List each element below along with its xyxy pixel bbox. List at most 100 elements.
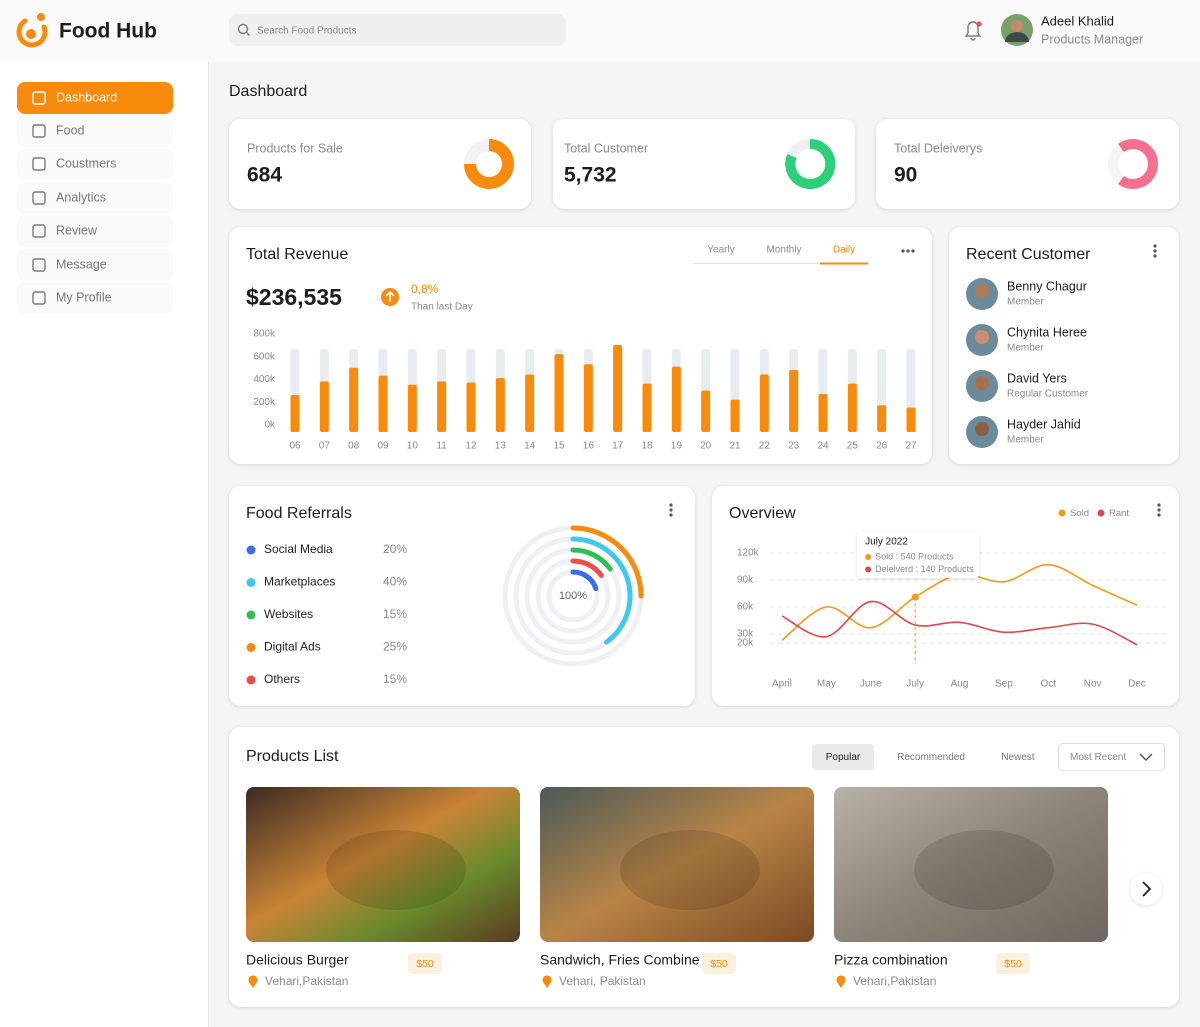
x-tick-label: 06 [289,441,301,452]
product-image[interactable] [540,787,814,942]
revenue-tab[interactable]: Monthly [766,245,801,256]
stat-value: 90 [894,164,917,187]
price-badge [702,953,736,974]
bar [789,369,799,432]
recent-customer-card [949,227,1179,464]
tooltip-dot [865,554,872,560]
y-tick-label: 400k [253,374,276,385]
search-placeholder: Search Food Products [257,26,357,37]
nav-label: Food [56,123,85,137]
product-tab[interactable] [812,744,874,770]
customer-role: Member [1007,297,1044,308]
stat-value: 684 [247,164,282,187]
next-button[interactable] [1130,873,1162,905]
dropdown-arrow [1139,753,1153,761]
nav-label: Analytics [56,190,106,204]
bar [378,375,388,432]
bar [554,354,564,432]
location-pin [836,975,846,988]
bar [466,382,476,432]
bar [407,384,417,432]
more-menu[interactable] [901,249,915,253]
bar [583,364,593,432]
x-tick-label: 09 [377,441,389,452]
product-image[interactable] [246,787,520,942]
stat-icon [464,139,514,189]
product-name: Delicious Burger [246,952,349,968]
tooltip-line: Sold : 540 Products [875,551,954,561]
revenue-tab[interactable]: Daily [833,245,855,256]
line-series [781,600,1138,646]
nav-item[interactable] [17,215,173,247]
price-badge [996,953,1030,974]
legend-label: Rant [1109,508,1129,519]
stat-label: Products for Sale [247,141,343,155]
nav-label: Review [56,223,98,237]
y-tick-label: 600k [253,351,276,362]
nav-item[interactable] [17,115,173,147]
x-tick-label: July [906,679,924,690]
highlight-point [911,593,919,601]
customer-avatar [975,330,989,344]
legend-label: Marketplaces [264,575,335,589]
nav-item[interactable] [17,249,173,281]
location-pin [248,975,258,988]
nav-icon [32,291,46,305]
product-price: $50 [1004,958,1022,970]
y-tick-label: 30k [737,629,754,640]
product-tab-label: Recommended [897,752,965,763]
customer-name: Benny Chagur [1007,279,1087,293]
revenue-tab[interactable]: Yearly [707,245,734,256]
nav-item[interactable] [17,82,173,114]
x-tick-label: 11 [436,441,447,452]
bar [290,395,300,432]
x-tick-label: April [772,679,792,690]
ring-arc [570,558,604,578]
sort-label: Most Recent [1070,752,1126,763]
stat-card [229,119,531,209]
nav-item[interactable] [17,148,173,180]
value-label: 15% [383,672,407,686]
chart-title: Food Referrals [246,505,352,522]
logo [16,13,48,48]
search-box[interactable] [229,14,566,46]
bar [437,381,447,432]
nav-item[interactable] [17,182,173,214]
bar [671,366,681,432]
x-tick-label: 17 [612,441,624,452]
revenue-change-note: Than last Day [411,302,473,313]
nav-item[interactable] [17,282,173,314]
x-tick-label: 22 [759,441,771,452]
more-menu[interactable] [1157,503,1161,517]
x-tick-label: 13 [495,441,507,452]
sort-dropdown[interactable] [1058,743,1165,771]
legend-dot [246,545,256,555]
x-tick-label: Aug [951,679,969,690]
product-location: Vehari, Pakistan [559,974,646,988]
tooltip [857,532,980,578]
user-avatar[interactable] [1001,14,1033,46]
product-image[interactable] [834,787,1108,942]
x-tick-label: Dec [1128,679,1146,690]
nav-icon [32,191,46,205]
ring-center-label: 100% [559,590,587,602]
legend-dot [246,610,256,620]
tooltip-line: Deleiverd : 140 Products [875,564,974,574]
x-tick-label: 19 [671,441,683,452]
y-tick-label: 90k [737,575,754,586]
legend-label: Websites [264,607,313,621]
notification-bell[interactable] [964,21,982,41]
nav-icon [32,258,46,272]
more-menu[interactable] [1153,244,1157,258]
bar [759,374,769,432]
nav-label: Dashboard [56,90,117,104]
legend-label: Sold [1070,508,1089,519]
nav-label: Coustmers [56,156,116,170]
more-menu[interactable] [669,503,673,517]
product-image-detail [326,830,466,910]
x-tick-label: 14 [524,441,536,452]
product-image-detail [620,830,760,910]
x-tick-label: 26 [876,441,888,452]
